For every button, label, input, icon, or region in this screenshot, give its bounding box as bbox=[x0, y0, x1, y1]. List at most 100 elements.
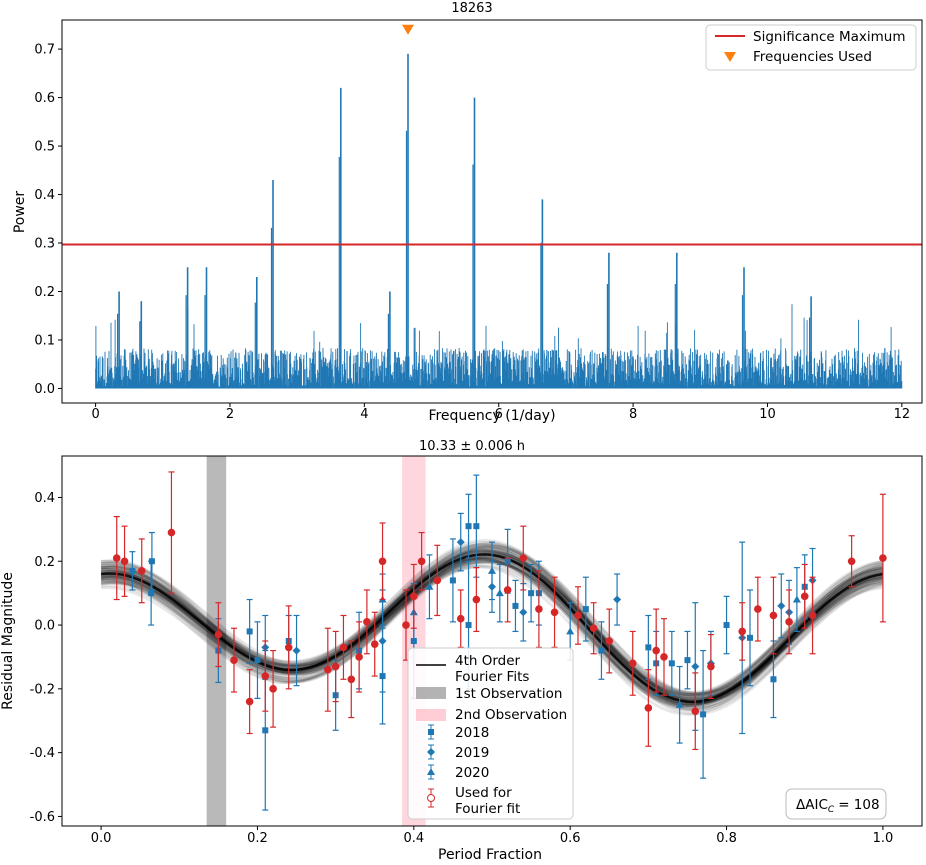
aic-symbol: ΔAIC bbox=[796, 797, 828, 813]
y-tick-label: -0.2 bbox=[30, 682, 55, 697]
point-used-marker bbox=[879, 554, 887, 562]
x-tick-label: 0.2 bbox=[247, 831, 268, 846]
point-used-marker bbox=[331, 662, 340, 671]
point-used-marker bbox=[769, 611, 778, 620]
point-used-marker bbox=[707, 662, 715, 671]
aic-value: = 108 bbox=[838, 797, 879, 813]
point-used-marker bbox=[370, 640, 379, 648]
point-used-marker bbox=[472, 595, 481, 604]
point-2019-marker bbox=[292, 646, 301, 655]
point-2019-marker bbox=[613, 595, 622, 604]
point-used-marker bbox=[660, 653, 668, 661]
point-used-marker bbox=[339, 643, 348, 652]
lightcurve-panel: 10.33 ± 0.006 h 0.0 0.2 0.4 0.6 0.8 1.0 … bbox=[0, 439, 923, 863]
point-2019-marker bbox=[456, 538, 465, 547]
x-tick-label: 2 bbox=[226, 407, 234, 422]
point-2018-marker bbox=[148, 590, 155, 597]
legend-frequencies-label: Frequencies Used bbox=[753, 49, 872, 65]
point-used-marker bbox=[167, 528, 176, 537]
point-used-marker bbox=[800, 592, 809, 601]
point-used-marker bbox=[214, 630, 223, 639]
point-2018-marker bbox=[512, 602, 519, 609]
point-used-marker bbox=[519, 554, 528, 562]
point-used-marker bbox=[347, 675, 356, 684]
legend-obs1-label: 1st Observation bbox=[455, 686, 562, 702]
point-used-marker bbox=[230, 656, 238, 664]
x-tick-label: 4 bbox=[360, 407, 368, 422]
point-2020-marker bbox=[675, 700, 684, 708]
point-2018-marker bbox=[254, 657, 261, 664]
point-used-marker bbox=[589, 624, 598, 633]
point-used-marker bbox=[137, 567, 146, 575]
point-2019-marker bbox=[378, 637, 387, 645]
points-2018 bbox=[129, 474, 808, 811]
periodogram-xlabel: Frequency (1/day) bbox=[428, 408, 555, 424]
point-2020-marker bbox=[495, 589, 504, 597]
periodogram-plot-area bbox=[62, 20, 922, 403]
y-tick-label: 0.4 bbox=[34, 491, 55, 506]
point-used-marker bbox=[402, 621, 410, 629]
point-used-marker bbox=[417, 557, 426, 566]
y-tick-label: -0.4 bbox=[30, 746, 55, 761]
aic-subscript: C bbox=[828, 805, 835, 815]
lightcurve-xlabel: Period Fraction bbox=[438, 847, 542, 863]
legend-fit-label-1: 4th Order bbox=[455, 653, 521, 669]
x-tick-label: 8 bbox=[629, 407, 637, 422]
x-tick-label: 0.8 bbox=[716, 831, 737, 846]
aic-box bbox=[785, 788, 887, 820]
point-used-marker bbox=[503, 586, 512, 594]
periodogram-panel: 18263 0 2 4 6 8 10 12 0.0 0.1 0.2 0.3 0.… bbox=[12, 1, 923, 424]
lightcurve-title: 10.33 ± 0.006 h bbox=[419, 439, 525, 454]
periodogram-y-ticks: 0.0 0.1 0.2 0.3 0.4 0.5 0.6 0.7 bbox=[34, 43, 62, 397]
point-used-marker bbox=[433, 576, 442, 585]
point-2018-marker bbox=[582, 606, 589, 613]
periodogram-noise-line bbox=[95, 304, 903, 389]
periodogram-series bbox=[95, 53, 903, 389]
point-used-marker bbox=[644, 704, 653, 712]
periodogram-frame bbox=[61, 19, 923, 404]
point-2018-marker bbox=[465, 622, 472, 629]
legend-used-swatch bbox=[427, 788, 435, 808]
point-2019-marker bbox=[777, 601, 786, 610]
x-tick-label: 12 bbox=[894, 407, 911, 422]
point-2018-marker bbox=[684, 657, 691, 664]
lightcurve-legend: 4th Order Fourier Fits 1st Observation 2… bbox=[407, 647, 574, 820]
x-tick-label: 10 bbox=[759, 407, 776, 422]
point-2018-marker bbox=[668, 660, 675, 667]
point-used-marker bbox=[808, 611, 817, 620]
y-tick-label: 0.2 bbox=[34, 285, 55, 300]
lightcurve-x-ticks: 0.0 0.2 0.4 0.6 0.8 1.0 bbox=[91, 826, 893, 846]
point-used-marker bbox=[410, 592, 418, 601]
point-2020-marker bbox=[566, 627, 575, 635]
point-2018-marker bbox=[449, 577, 456, 584]
y-tick-label: 0.7 bbox=[34, 43, 55, 58]
legend-box bbox=[705, 24, 917, 71]
legend-box bbox=[407, 647, 574, 820]
frequency-used-marker bbox=[402, 24, 415, 35]
y-tick-label: 0.5 bbox=[34, 140, 55, 155]
point-2018-marker bbox=[246, 628, 253, 635]
point-used-marker bbox=[112, 554, 121, 562]
legend-2019-swatch bbox=[427, 744, 435, 760]
legend-frequencies-swatch bbox=[724, 52, 736, 62]
x-tick-label: 6 bbox=[495, 407, 503, 422]
y-tick-label: 0.0 bbox=[34, 382, 55, 397]
legend-obs2-swatch bbox=[416, 709, 446, 721]
point-used-marker bbox=[355, 653, 363, 661]
point-used-marker bbox=[363, 618, 371, 626]
periodogram-x-ticks: 0 2 4 6 8 10 12 bbox=[91, 403, 910, 422]
point-used-marker bbox=[628, 659, 637, 668]
lightcurve-ylabel: Residual Magnitude bbox=[0, 572, 16, 710]
first-observation-band bbox=[206, 456, 227, 826]
x-tick-label: 0.4 bbox=[403, 831, 424, 846]
point-used-marker bbox=[269, 685, 277, 693]
point-2018-marker bbox=[700, 711, 707, 718]
aic-annotation: ΔAICC = 108 bbox=[785, 788, 887, 820]
legend-obs1-swatch bbox=[416, 687, 446, 699]
periodogram-title: 18263 bbox=[451, 1, 492, 16]
point-used-marker bbox=[574, 611, 582, 620]
point-2018-marker bbox=[262, 727, 269, 734]
point-2020-marker bbox=[425, 582, 434, 590]
y-tick-label: 0.4 bbox=[34, 188, 55, 203]
point-used-marker bbox=[456, 614, 465, 623]
